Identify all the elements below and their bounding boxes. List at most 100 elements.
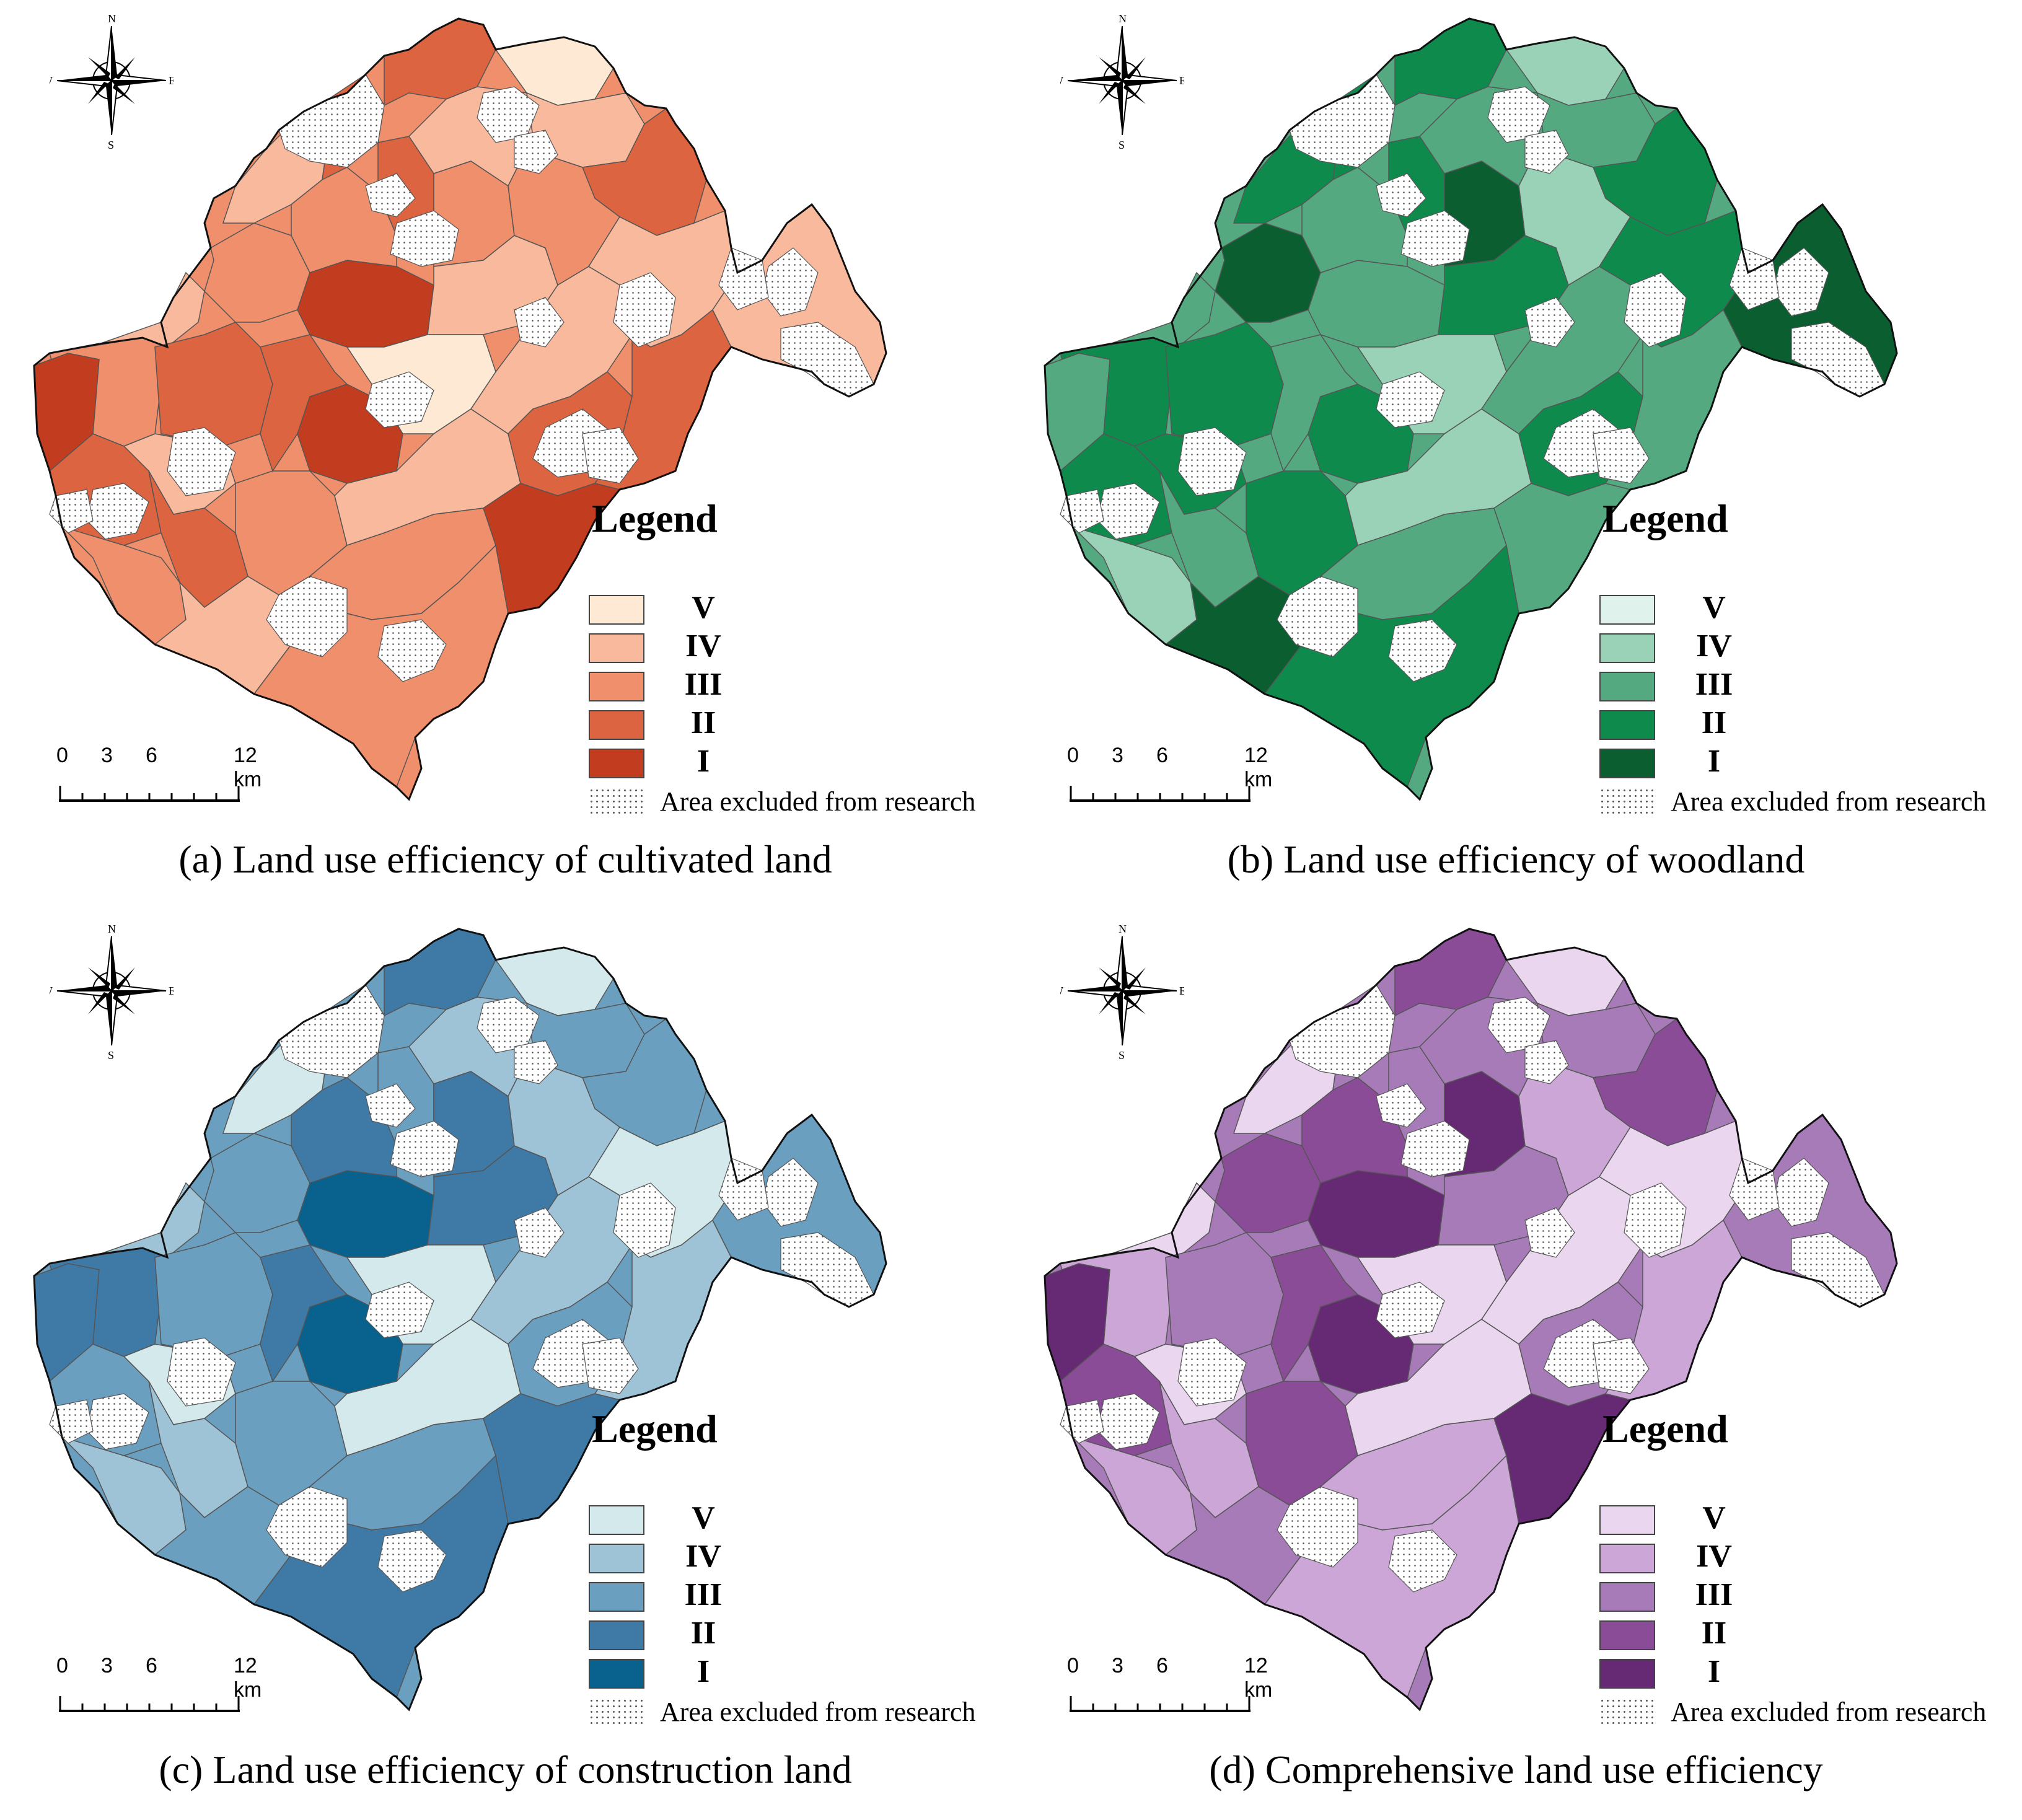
legend-title: Legend [592, 1407, 718, 1451]
scale-tick-label: 0 [56, 1654, 68, 1677]
scale-tick-label: 0 [1067, 744, 1079, 767]
legend-label: II [690, 1616, 716, 1651]
legend-item-IV: IV [586, 1539, 1019, 1578]
svg-text:S: S [1119, 139, 1125, 149]
map-region [1215, 1133, 1321, 1233]
legend-title: Legend [592, 496, 718, 540]
excluded-area [266, 1486, 348, 1568]
legend-item-IV: IV [1596, 628, 2022, 667]
svg-text:E: E [1179, 74, 1184, 87]
legend-item-IV: IV [1596, 1539, 2022, 1578]
legend-swatch-excluded [589, 788, 644, 817]
legend-title: Legend [1602, 496, 1728, 540]
legend-item-I: I [1596, 1654, 2022, 1693]
legend-swatch [589, 749, 644, 778]
excluded-area [167, 1337, 236, 1407]
district-outline [33, 928, 887, 1712]
scale-line [1070, 1696, 1251, 1712]
excluded-area [266, 576, 348, 657]
map-region [1270, 334, 1359, 472]
map-region [1215, 222, 1321, 323]
scale-tick-label: 0 [56, 744, 68, 767]
legend-label: IV [1696, 628, 1732, 664]
legend-item-II: II [1596, 1616, 2022, 1655]
excluded-area [1524, 1207, 1575, 1258]
legend-label: IV [1696, 1539, 1732, 1574]
legend-swatch [589, 595, 644, 625]
map-panel-b: N S E W Legend V IV III II [1011, 0, 2021, 910]
scale-bar: 0 3 6 12 km [56, 1654, 263, 1722]
excluded-area [365, 173, 416, 218]
svg-text:E: E [169, 74, 174, 87]
legend-swatch [1599, 1505, 1655, 1535]
legend-label: IV [685, 1539, 721, 1574]
legend-item-I: I [586, 1654, 1019, 1693]
legend-swatch-excluded [1599, 1698, 1655, 1728]
excluded-area [1593, 1337, 1650, 1394]
scale-tick-label: 6 [1156, 1654, 1168, 1677]
legend-swatch-excluded [589, 1698, 644, 1728]
map-region [508, 1045, 621, 1197]
compass-icon: N S E W [1060, 12, 1184, 149]
legend-label: V [692, 1500, 715, 1536]
legend-label: V [1702, 590, 1726, 625]
legend-swatch [1599, 710, 1655, 740]
svg-text:N: N [1119, 12, 1127, 25]
excluded-area [613, 1182, 676, 1258]
scale-tick-label: 3 [101, 744, 113, 767]
map-panel-a: N S E W Legend V IV III II [0, 0, 1011, 910]
scale-line [59, 786, 240, 802]
svg-text:W: W [50, 985, 53, 997]
svg-text:S: S [1119, 1049, 1125, 1059]
legend-item-I: I [1596, 744, 2022, 783]
legend-label: II [1701, 705, 1727, 741]
map-region [204, 222, 310, 323]
district-outline [1044, 928, 1898, 1712]
legend-item-III: III [586, 667, 1019, 706]
legend-item-IV: IV [586, 628, 1019, 667]
svg-text:N: N [108, 923, 116, 935]
compass-icon: N S E W [50, 923, 174, 1059]
compass-icon: N S E W [1060, 923, 1184, 1059]
excluded-area [1524, 297, 1575, 348]
legend-swatch [589, 1620, 644, 1650]
legend-title: Legend [1602, 1407, 1728, 1451]
legend-label-excluded: Area excluded from research [1671, 786, 1987, 817]
excluded-area [1388, 1529, 1457, 1593]
legend-item-II: II [586, 1616, 1019, 1655]
map-region [204, 1133, 310, 1233]
panel-caption: (c) Land use efficiency of construction … [159, 1747, 852, 1791]
scale-tick-label: 6 [1156, 744, 1168, 767]
legend-swatch-excluded [1599, 788, 1655, 817]
excluded-area [1388, 619, 1457, 682]
legend-label: III [684, 1577, 723, 1612]
scale-tick-label: 6 [146, 744, 157, 767]
legend-label: III [684, 667, 723, 702]
legend-swatch [589, 1659, 644, 1689]
legend-item-III: III [586, 1577, 1019, 1616]
legend-label: III [1695, 667, 1733, 702]
map-region [1480, 266, 1643, 434]
legend-label-excluded: Area excluded from research [660, 786, 976, 817]
map-svg [1044, 928, 1898, 1712]
legend-item-excluded: Area excluded from research [586, 1695, 1019, 1732]
legend-item-V: V [1596, 1500, 2022, 1539]
district-outline [1044, 17, 1898, 801]
excluded-area [365, 1083, 416, 1128]
excluded-area [1400, 210, 1470, 267]
scale-tick-label: 3 [1112, 1654, 1123, 1677]
excluded-area [514, 1040, 558, 1084]
excluded-area [1593, 427, 1650, 484]
scale-line [1070, 786, 1251, 802]
excluded-area [365, 1281, 434, 1339]
svg-text:S: S [108, 139, 114, 149]
panel-caption: (b) Land use efficiency of woodland [1227, 837, 1805, 881]
scale-tick-label: 0 [1067, 1654, 1079, 1677]
legend-label: III [1695, 1577, 1733, 1612]
legend-swatch [1599, 1582, 1655, 1612]
excluded-area [1400, 1120, 1470, 1177]
map-region [260, 334, 348, 472]
legend-label: I [1707, 1654, 1721, 1689]
map-svg [1044, 17, 1898, 801]
map-region [1270, 1244, 1359, 1383]
